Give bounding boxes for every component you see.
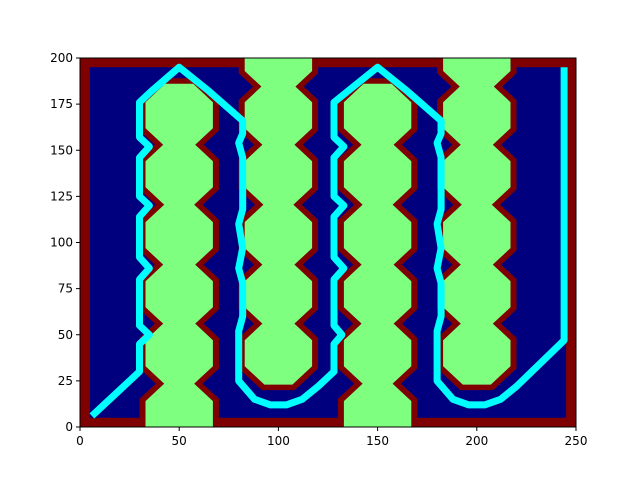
y-tick-label-175: 175 xyxy=(50,97,73,111)
obstacle-21 xyxy=(443,142,511,206)
obstacle-18 xyxy=(443,321,511,385)
obstacle-19 xyxy=(443,262,511,326)
y-tick-label-100: 100 xyxy=(50,236,73,250)
obstacle-13 xyxy=(343,321,412,385)
obstacle-0 xyxy=(145,382,213,427)
x-tick-label-0: 0 xyxy=(76,434,84,448)
x-tick-label-50: 50 xyxy=(172,434,187,448)
obstacle-5 xyxy=(145,83,213,147)
obstacle-14 xyxy=(343,262,412,326)
obstacle-12 xyxy=(343,382,412,427)
x-tick-label-200: 200 xyxy=(465,434,488,448)
y-tick-label-150: 150 xyxy=(50,143,73,157)
obstacle-9 xyxy=(244,142,313,206)
obstacle-17 xyxy=(343,83,412,147)
plot-area xyxy=(80,58,576,427)
x-tick-label-250: 250 xyxy=(565,434,588,448)
planned-path xyxy=(89,63,568,419)
y-axis: 0 25 50 75 100 125 150 175 200 xyxy=(50,51,80,434)
obstacle-16 xyxy=(343,142,412,206)
obstacle-1 xyxy=(145,321,213,385)
obstacle-10 xyxy=(244,83,313,147)
y-tick-label-50: 50 xyxy=(58,328,73,342)
obstacle-22 xyxy=(443,83,511,147)
obstacle-15 xyxy=(343,203,412,267)
x-tick-label-150: 150 xyxy=(366,434,389,448)
obstacle-6 xyxy=(244,321,313,385)
y-tick-label-25: 25 xyxy=(58,374,73,388)
obstacle-3 xyxy=(145,203,213,267)
y-tick-label-75: 75 xyxy=(58,282,73,296)
y-tick-label-200: 200 xyxy=(50,51,73,65)
obstacle-11 xyxy=(244,58,313,90)
obstacle-2 xyxy=(145,262,213,326)
obstacle-20 xyxy=(443,203,511,267)
obstacle-4 xyxy=(145,142,213,206)
x-axis: 0 50 100 150 200 250 xyxy=(76,427,587,448)
y-tick-label-125: 125 xyxy=(50,189,73,203)
y-tick-label-0: 0 xyxy=(65,420,73,434)
obstacle-23 xyxy=(443,58,511,90)
obstacle-7 xyxy=(244,262,313,326)
x-tick-label-100: 100 xyxy=(267,434,290,448)
obstacle-8 xyxy=(244,203,313,267)
